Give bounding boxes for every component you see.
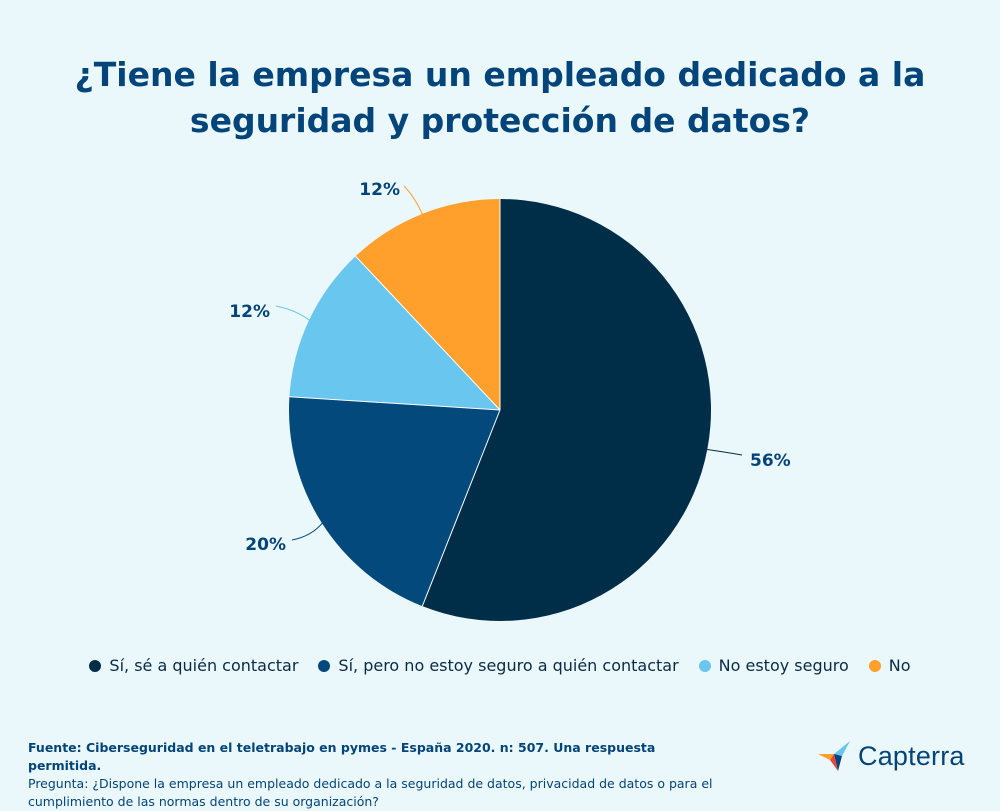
footer-question: Pregunta: ¿Dispone la empresa un emplead… — [28, 776, 713, 809]
legend: Sí, sé a quién contactar Sí, pero no esto… — [0, 656, 1000, 675]
pie-data-label: 12% — [359, 180, 400, 200]
pie-leader-line — [706, 448, 743, 456]
legend-item: No — [868, 656, 911, 675]
pie-slice — [289, 396, 500, 607]
capterra-logo: Capterra — [818, 739, 965, 773]
pie-data-label: 56% — [750, 451, 791, 471]
legend-item: No estoy seguro — [698, 656, 849, 675]
legend-item: Sí, sé a quién contactar — [89, 656, 298, 675]
legend-swatch — [698, 659, 711, 672]
chart-title: ¿Tiene la empresa un empleado dedicado a… — [0, 52, 1000, 144]
pie-slice — [422, 199, 711, 621]
legend-swatch — [89, 659, 102, 672]
chart-title-text: ¿Tiene la empresa un empleado dedicado a… — [74, 55, 926, 140]
legend-label: Sí, pero no estoy seguro a quién contact… — [338, 656, 679, 675]
footer-source: Fuente: Ciberseguridad en el teletrabajo… — [28, 740, 656, 773]
pie-data-label: 20% — [245, 535, 286, 555]
legend-label: No — [888, 656, 911, 675]
footer: Fuente: Ciberseguridad en el teletrabajo… — [28, 739, 728, 811]
pie-separator — [355, 255, 501, 411]
pie-separator — [421, 409, 501, 607]
legend-swatch — [318, 659, 331, 672]
pie-slice — [355, 199, 500, 410]
legend-label: No estoy seguro — [718, 656, 849, 675]
pie-data-label: 12% — [229, 302, 270, 322]
legend-swatch — [868, 659, 881, 672]
capterra-logo-text: Capterra — [858, 740, 965, 771]
pie-separator — [289, 396, 501, 411]
capterra-logo-icon — [818, 741, 850, 771]
legend-label: Sí, sé a quién contactar — [109, 656, 299, 675]
pie-leader-line — [403, 185, 424, 215]
pie-slice — [289, 256, 500, 410]
pie-leader-line — [291, 522, 324, 541]
legend-item: Sí, pero no estoy seguro a quién contact… — [318, 656, 679, 675]
pie-leader-line — [275, 305, 311, 321]
